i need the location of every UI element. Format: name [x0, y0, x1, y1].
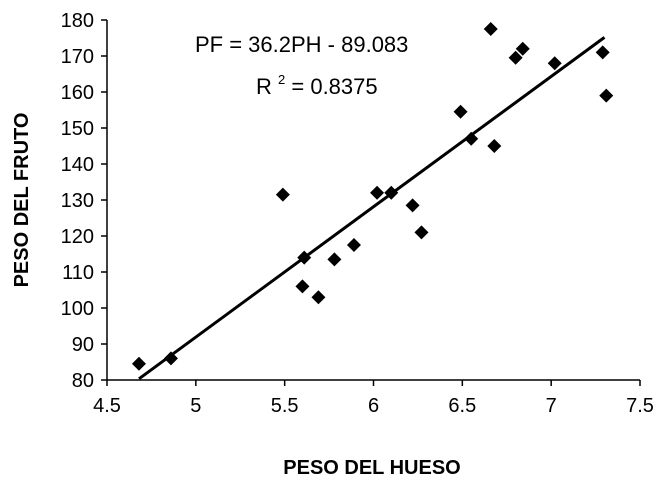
equation-annotation: PF = 36.2PH - 89.083: [195, 32, 408, 57]
y-tick-label-120: 120: [61, 226, 94, 248]
x-tick-label-7: 7: [546, 395, 557, 417]
r-squared-annotation: R 2 = 0.8375: [256, 64, 378, 99]
ticks-layer: 80 90 100 110 120 130 140 150 160 170 180 4.5 5 5.5 6 6…: [61, 10, 654, 417]
data-point-20: [595, 45, 610, 60]
data-point-17: [508, 50, 523, 65]
data-point-1: [131, 356, 146, 371]
y-tick-label-170: 170: [61, 46, 94, 68]
data-point-2: [163, 351, 178, 366]
y-tick-label-130: 130: [61, 190, 94, 212]
data-point-10: [384, 185, 399, 200]
data-point-6: [311, 290, 326, 305]
data-point-7: [327, 252, 342, 267]
x-tick-label-5.5: 5.5: [271, 395, 299, 417]
data-point-4: [295, 279, 310, 294]
y-tick-label-110: 110: [62, 262, 94, 284]
data-point-18: [515, 41, 530, 56]
data-point-11: [405, 198, 420, 213]
x-axis-title: PESO DEL HUESO: [283, 457, 460, 479]
data-point-12: [414, 225, 429, 240]
trendline-layer: [138, 36, 606, 381]
r-squared-value: = 0.8375: [291, 74, 377, 99]
y-tick-label-80: 80: [72, 370, 94, 392]
y-tick-label-180: 180: [61, 10, 94, 32]
x-tick-label-6.5: 6.5: [448, 395, 476, 417]
data-point-8: [346, 238, 361, 252]
r-squared-label: R: [256, 74, 272, 99]
data-point-15: [483, 22, 498, 36]
data-point-14: [464, 131, 479, 146]
data-point-19: [547, 56, 562, 71]
y-tick-label-100: 100: [61, 298, 94, 320]
x-tick-label-5: 5: [190, 395, 201, 417]
r-squared-superscript: 2: [278, 72, 285, 87]
data-point-5: [297, 250, 312, 265]
x-tick-label-6: 6: [368, 395, 379, 417]
trendline: [138, 36, 606, 381]
data-point-9: [370, 185, 385, 200]
data-point-13: [453, 104, 468, 119]
points-layer: [131, 22, 614, 371]
data-point-21: [599, 88, 614, 103]
x-tick-label-4.5: 4.5: [93, 395, 121, 417]
y-axis-title: PESO DEL FRUTO: [11, 113, 33, 288]
y-tick-label-90: 90: [72, 334, 94, 356]
data-point-16: [487, 139, 502, 153]
y-tick-label-150: 150: [61, 118, 94, 140]
data-point-3: [275, 187, 290, 202]
x-tick-label-7.5: 7.5: [626, 395, 654, 417]
y-tick-label-160: 160: [61, 82, 94, 104]
y-tick-label-140: 140: [61, 154, 94, 176]
